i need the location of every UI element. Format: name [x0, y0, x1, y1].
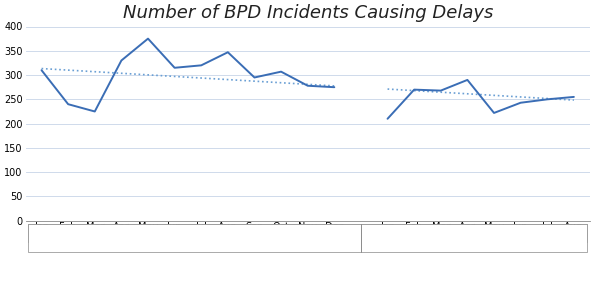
Text: 2024: 2024: [460, 233, 488, 243]
Title: Number of BPD Incidents Causing Delays: Number of BPD Incidents Causing Delays: [122, 4, 493, 22]
Text: 2023: 2023: [181, 233, 208, 243]
